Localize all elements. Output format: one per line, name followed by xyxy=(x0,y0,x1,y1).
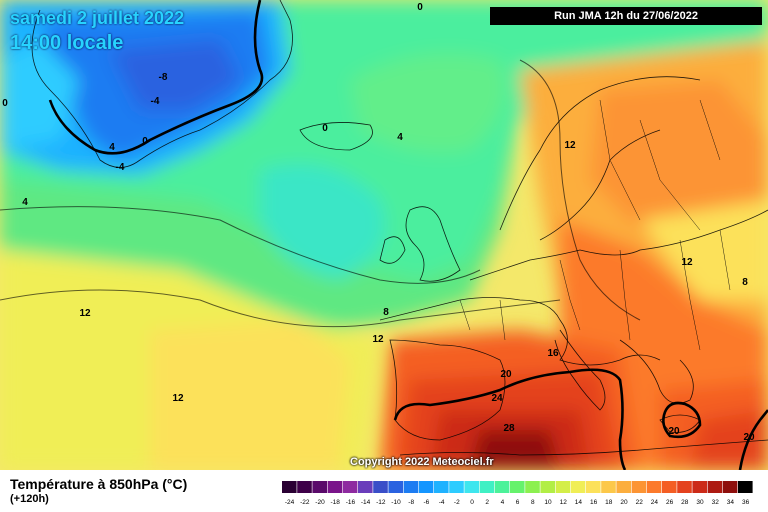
contour-label: 4 xyxy=(22,197,28,208)
legend-tick-label: 10 xyxy=(544,499,552,506)
legend-tick-label: -22 xyxy=(300,499,310,506)
legend-swatch xyxy=(449,481,464,493)
legend-swatch xyxy=(525,481,540,493)
contour-label: 0 xyxy=(142,136,148,147)
legend-tick-label: -14 xyxy=(361,499,371,506)
temperature-map: 0 -8 -4 0 -4 0 0 4 4 12 12 12 8 12 8 16 20 24 28 20 20 12 4 xyxy=(0,0,768,470)
forecast-time: 14:00 locale xyxy=(10,32,124,54)
contour-label: 8 xyxy=(383,307,389,318)
legend-swatch xyxy=(479,481,495,493)
legend-swatch xyxy=(388,481,403,493)
variable-title: Température à 850hPa (°C) xyxy=(10,476,188,492)
legend-tick-label: -18 xyxy=(330,499,340,506)
contour-labels: 0 -8 -4 0 -4 0 0 4 4 12 12 12 8 12 8 16 20 24 28 20 20 12 4 xyxy=(2,2,755,443)
legend-tick-label: 8 xyxy=(531,499,535,506)
contour-label: 8 xyxy=(742,277,748,288)
legend-swatch xyxy=(662,481,677,493)
bold-isotherms xyxy=(48,0,768,470)
copyright: Copyright 2022 Meteociel.fr xyxy=(350,456,494,468)
contour-label: 28 xyxy=(503,423,515,434)
legend-swatch xyxy=(601,481,616,493)
contour-label: 12 xyxy=(79,308,91,319)
legend-tick-label: 30 xyxy=(696,499,704,506)
legend-tick-label: 24 xyxy=(651,499,659,506)
legend-tick-label: 28 xyxy=(681,499,689,506)
legend-swatch xyxy=(692,481,707,493)
legend-tick-label: -4 xyxy=(439,499,445,506)
legend-tick-label: -16 xyxy=(346,499,356,506)
legend-tick-label: 22 xyxy=(636,499,644,506)
contour-label: 24 xyxy=(491,393,503,404)
legend-swatch xyxy=(282,481,297,493)
legend-swatch xyxy=(540,481,555,493)
contour-label: 20 xyxy=(500,369,512,380)
legend-tick-label: 34 xyxy=(727,499,735,506)
contour-label: 12 xyxy=(172,393,184,404)
legend-swatch xyxy=(403,481,419,493)
legend-tick-label: -10 xyxy=(391,499,401,506)
contour-label: 4 xyxy=(109,142,115,153)
legend-tick-label: 36 xyxy=(742,499,750,506)
contour-label: 0 xyxy=(417,2,423,13)
contour-label: 0 xyxy=(322,123,328,134)
legend-swatch xyxy=(297,481,312,493)
run-label: Run JMA 12h du 27/06/2022 xyxy=(490,7,762,25)
contour-label: 0 xyxy=(2,98,8,109)
legend-tick-label: -8 xyxy=(408,499,414,506)
legend-swatch xyxy=(510,481,525,493)
temperature-field xyxy=(0,0,768,470)
contour-label: -4 xyxy=(116,162,125,173)
legend-tick-label: 14 xyxy=(575,499,583,506)
legend-swatch xyxy=(631,481,647,493)
legend-swatch xyxy=(327,481,343,493)
legend-swatch xyxy=(646,481,662,493)
legend-tick-label: 32 xyxy=(712,499,720,506)
legend-tick-label: -24 xyxy=(285,499,295,506)
legend-tick-label: 2 xyxy=(485,499,489,506)
legend-tick-label: -20 xyxy=(315,499,325,506)
legend-panel: Température à 850hPa (°C) (+120h) -24 -22… xyxy=(0,470,768,512)
legend-swatch xyxy=(373,481,388,493)
legend-tick-label: -12 xyxy=(376,499,386,506)
contour-label: 12 xyxy=(564,140,576,151)
legend-swatch xyxy=(616,481,631,493)
contour-label: 4 xyxy=(397,132,403,143)
forecast-date: samedi 2 juillet 2022 xyxy=(10,8,185,28)
contour-label: 16 xyxy=(547,348,559,359)
legend-swatch xyxy=(312,481,327,493)
legend-tick-label: 26 xyxy=(666,499,674,506)
legend-tick-label: 4 xyxy=(501,499,505,506)
contour-label: 12 xyxy=(372,334,384,345)
legend-tick-label: 12 xyxy=(560,499,568,506)
legend-tick-label: 0 xyxy=(470,499,474,506)
lead-time: (+120h) xyxy=(10,493,49,505)
legend-swatch xyxy=(555,481,571,493)
coastlines xyxy=(31,0,768,456)
legend-swatch xyxy=(464,481,479,493)
contour-label: 20 xyxy=(668,426,680,437)
legend-tick-label: -2 xyxy=(454,499,460,506)
legend-swatch xyxy=(418,481,434,493)
isotherms xyxy=(0,59,641,328)
legend-swatch xyxy=(342,481,358,493)
legend-swatch xyxy=(434,481,449,493)
legend-swatch xyxy=(586,481,601,493)
color-scale: -24 -22 -20 -18 -16 -14 -12 -10 -8 -6 -4 -2 0 2 4 6 8 10 1… xyxy=(282,481,753,506)
contour-label: 20 xyxy=(743,432,755,443)
legend-swatch xyxy=(358,481,373,493)
contour-label: -8 xyxy=(159,72,168,83)
legend-swatch xyxy=(494,481,510,493)
legend-tick-label: -6 xyxy=(424,499,430,506)
legend-swatch xyxy=(738,481,753,493)
legend-tick-label: 16 xyxy=(590,499,598,506)
legend-tick-label: 20 xyxy=(620,499,628,506)
contour-label: 12 xyxy=(681,257,693,268)
contour-label: -4 xyxy=(151,96,160,107)
legend-swatch xyxy=(722,481,738,493)
legend-swatch xyxy=(677,481,692,493)
legend-swatch xyxy=(570,481,586,493)
legend-tick-label: 6 xyxy=(516,499,520,506)
legend-tick-label: 18 xyxy=(605,499,613,506)
legend-swatch xyxy=(707,481,723,493)
